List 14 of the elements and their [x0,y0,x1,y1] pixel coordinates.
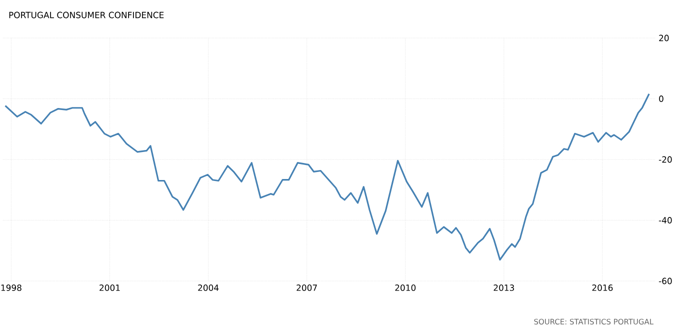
chart-title: PORTUGAL CONSUMER CONFIDENCE [9,12,164,18]
x-tick-label: 2004 [198,284,219,291]
y-tick-label: -60 [658,278,672,284]
x-tick-label: 2001 [100,284,120,291]
y-tick-label: -40 [658,217,672,224]
y-tick-label: 20 [659,34,669,42]
y-tick-label: 0 [659,96,664,102]
x-tick-label: 2007 [296,284,317,291]
x-tick-label: 1998 [1,284,22,291]
x-tick-label: 2016 [592,284,613,291]
line-series [4,93,650,261]
x-tick-label: 2010 [395,284,416,291]
y-tick-label: -20 [658,156,672,163]
x-tick-label: 2013 [494,284,514,291]
